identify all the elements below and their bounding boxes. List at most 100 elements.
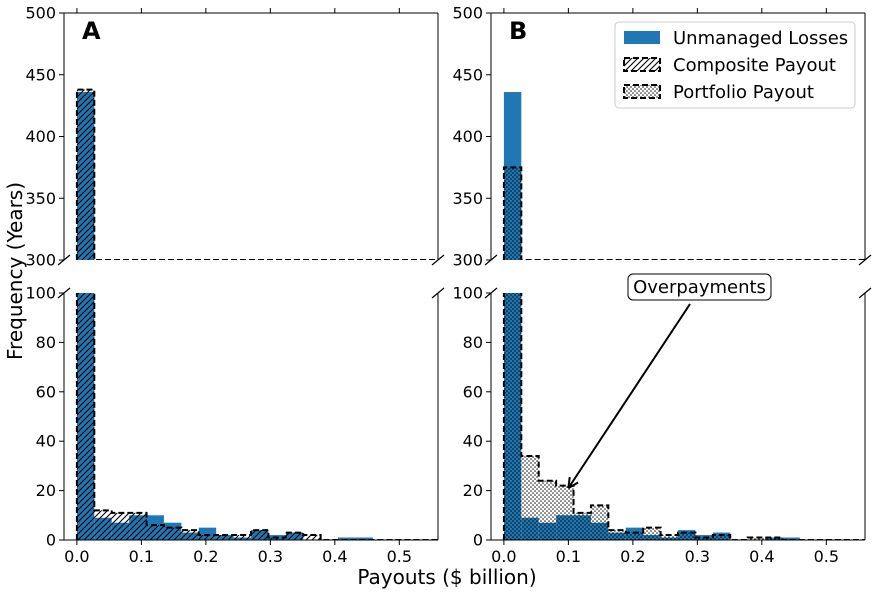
- panel-b-lower-bar-dots-1: [521, 456, 539, 540]
- legend-swatch-hatch: [623, 57, 661, 72]
- panel-b-lower-ytick-label-100: 100: [452, 284, 483, 303]
- panel-a-lower-bar-hatch-13: [303, 535, 321, 540]
- panel-b-upper-ytick-label-450: 450: [452, 65, 483, 84]
- legend-frame: [614, 21, 856, 109]
- panel-a-upper-ytick-label-400: 400: [25, 127, 56, 146]
- panel-a-lower-bar-hatch-9: [233, 535, 251, 540]
- panel-a: 300 350 400 450 500 0 20 40 60 80 100 0.0 0.1 0.2 0.3 0…: [25, 4, 460, 566]
- panel-a-upper-ytick-label-350: 350: [25, 189, 56, 208]
- panel-a-lower-series-1: [75, 293, 438, 540]
- panel-a-lower-bar-hatch-11: [268, 537, 286, 540]
- panel-b-xtick-label-3: 0.3: [685, 547, 710, 566]
- panel-b-lower-bar-dots-3: [556, 485, 574, 540]
- panel-a-lower-bar-unmanaged-21: [443, 538, 460, 540]
- panel-b-lower-bar-unmanaged-21: [870, 538, 877, 540]
- panel-b-lower-bar-dots-4: [573, 512, 591, 540]
- panel-a-xtick-label-1: 0.1: [129, 547, 154, 566]
- panel-a-lower-bar-hatch-10: [251, 530, 269, 540]
- panel-b-upper-ytick-label-500: 500: [452, 4, 483, 23]
- legend-entry-dots: Portfolio Payout: [673, 82, 814, 103]
- panel-b-lower-bar-dots-2: [538, 480, 557, 540]
- panel-b-lower-bar-dots-9: [660, 535, 678, 540]
- panel-a-lower-bar-unmanaged-16: [355, 537, 373, 540]
- panel-a-xtick-label-2: 0.2: [193, 547, 218, 566]
- panel-a-upper-ytick-label-500: 500: [25, 4, 56, 23]
- panel-b-lower-bar-dots-7: [625, 532, 644, 540]
- panel-b-lower-bar-dots-11: [695, 537, 713, 540]
- panel-a-lower-ytick-label-100: 100: [25, 284, 56, 303]
- panel-b-lower-bar-dots-12: [712, 535, 731, 540]
- panel-a-label: A: [82, 17, 101, 45]
- legend: Unmanaged Losses Composite Payout Portfoli…: [614, 21, 856, 109]
- panel-b-lower-ytick-label-20: 20: [463, 481, 483, 500]
- panel-b-lower-bar-dots-14: [747, 537, 766, 540]
- panel-b-lower-series-1: [502, 293, 865, 540]
- panel-b: 300 350 400 450 500 0 20 40 60 80 100 0.0 0.1 0.2 0.3 0…: [452, 4, 877, 566]
- panel-b-lower-bar-unmanaged-16: [782, 537, 800, 540]
- panel-a-upper-series-1: [75, 88, 438, 260]
- panel-b-lower-bar-dots-15: [765, 537, 783, 540]
- panel-b-lower-bar-dots-0: [503, 293, 522, 540]
- panel-b-lower-bar-dots-6: [608, 530, 626, 540]
- legend-swatch-dots: [623, 84, 661, 99]
- overpayments-annotation: Overpayments: [567, 273, 772, 489]
- panel-a-lower-bar-hatch-8: [216, 535, 234, 540]
- panel-a-lower-bar-hatch-3: [129, 512, 147, 540]
- legend-entry-filled: Unmanaged Losses: [673, 28, 848, 49]
- annotation-arrow: [567, 303, 691, 489]
- panel-a-lower-bar-unmanaged-15: [338, 537, 356, 540]
- panel-b-break-mark-lower-1: [858, 287, 872, 299]
- panel-b-upper-bar-dots-0: [503, 167, 522, 260]
- panel-b-lower-bar-dots-10: [678, 532, 696, 540]
- panel-b-lower-ytick-label-0: 0: [473, 531, 483, 550]
- panel-b-upper-series-1: [502, 166, 865, 260]
- panel-b-upper-ytick-label-350: 350: [452, 189, 483, 208]
- legend-swatch-filled: [624, 31, 660, 44]
- panel-a-lower-ytick-label-60: 60: [36, 382, 56, 401]
- panel-a-xtick-label-3: 0.3: [258, 547, 283, 566]
- panel-a-lower-ytick-label-40: 40: [36, 432, 56, 451]
- panel-b-upper-ytick-label-300: 300: [452, 251, 483, 270]
- panel-a-lower-bar-hatch-2: [111, 512, 130, 540]
- annotation-text: Overpayments: [633, 277, 766, 298]
- panel-a-lower-bar-hatch-12: [285, 532, 304, 540]
- panel-b-xtick-label-5: 0.5: [814, 547, 839, 566]
- panel-b-lower-ytick-label-60: 60: [463, 382, 483, 401]
- panel-b-lower-outline-dots: [502, 293, 865, 540]
- panel-b-xtick-label-1: 0.1: [556, 547, 581, 566]
- panel-b-upper-ytick-label-400: 400: [452, 127, 483, 146]
- panel-a-upper-outline-hatch: [75, 88, 438, 260]
- panel-a-xtick-label-0: 0.0: [64, 547, 89, 566]
- panel-a-lower-bar-hatch-4: [146, 525, 164, 540]
- panel-b-xtick-label-0: 0.0: [491, 547, 516, 566]
- panel-a-xtick-label-4: 0.4: [322, 547, 347, 566]
- panel-a-lower-ytick-label-80: 80: [36, 333, 56, 352]
- panel-b-xtick-label-4: 0.4: [749, 547, 774, 566]
- panel-a-upper-ytick-label-300: 300: [25, 251, 56, 270]
- annotation-box: [627, 273, 772, 301]
- panel-b-xtick-label-2: 0.2: [620, 547, 645, 566]
- annotation-arrow-head: [567, 476, 579, 489]
- panel-b-lower-bar-dots-8: [643, 527, 661, 540]
- panel-a-lower-bar-hatch-6: [181, 530, 199, 540]
- legend-entry-hatch: Composite Payout: [673, 55, 836, 76]
- panel-a-lower-bar-hatch-5: [163, 527, 182, 540]
- panel-b-lower-ytick-label-80: 80: [463, 333, 483, 352]
- panel-a-lower-bar-hatch-7: [198, 535, 217, 540]
- x-axis-label: Payouts ($ billion): [357, 565, 536, 589]
- panel-a-xtick-label-5: 0.5: [387, 547, 412, 566]
- panel-b-lower-bar-dots-5: [590, 505, 609, 540]
- panel-b-label: B: [509, 17, 527, 45]
- panel-a-lower-series-0: [76, 293, 460, 540]
- y-axis-label: Frequency (Years): [3, 182, 27, 360]
- panel-b-upper-outline-dots: [502, 166, 865, 260]
- panel-b-lower-ytick-label-40: 40: [463, 432, 483, 451]
- panel-a-break-mark-upper-1: [431, 254, 445, 266]
- panel-b-break-mark-upper-1: [858, 254, 872, 266]
- panel-a-break-mark-lower-1: [431, 287, 445, 299]
- panel-a-lower-ytick-label-0: 0: [46, 531, 56, 550]
- panel-a-upper-bar-hatch-0: [76, 89, 95, 260]
- panel-a-lower-bar-hatch-1: [94, 510, 112, 540]
- panel-a-lower-ytick-label-20: 20: [36, 481, 56, 500]
